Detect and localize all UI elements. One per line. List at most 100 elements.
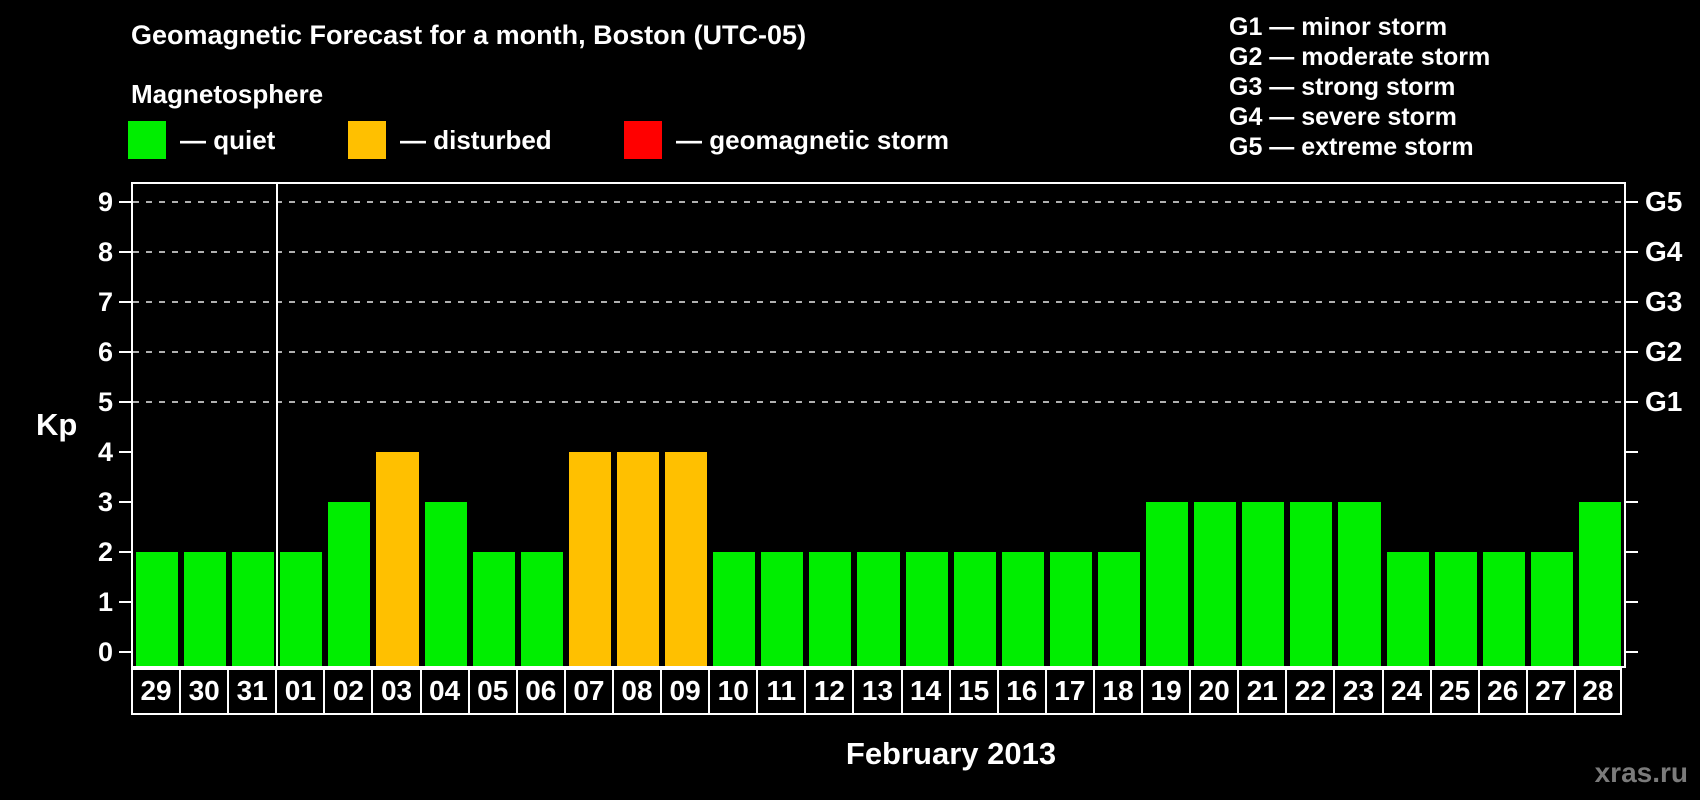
y-tick-right-1 <box>1626 601 1638 603</box>
legend-disturbed-label: — disturbed <box>400 125 552 155</box>
y-tick-right-6 <box>1626 351 1638 353</box>
day-box-10: 10 <box>708 668 759 715</box>
day-box-24: 24 <box>1381 668 1432 715</box>
kp-bar-day-11 <box>761 552 804 666</box>
gridline-kp-9 <box>133 201 1624 203</box>
gridline-kp-7 <box>133 301 1624 303</box>
kp-bar-day-04 <box>424 502 467 666</box>
watermark: xras.ru <box>1594 757 1688 788</box>
kp-bar-day-03 <box>376 452 419 666</box>
gridline-kp-5 <box>133 401 1624 403</box>
chart-title: Geomagnetic Forecast for a month, Boston… <box>131 20 807 50</box>
y-tick-label-6: 6 <box>97 337 113 367</box>
kp-bar-day-31 <box>232 552 275 666</box>
kp-bar-day-20 <box>1194 502 1237 666</box>
day-label-row: 29 30 31 01 02 03 04 05 06 07 08 09 10 11 12 13 14 15 16 17… <box>131 668 1626 715</box>
y-tick-label-5: 5 <box>97 387 113 417</box>
kp-bar-day-13 <box>857 552 900 666</box>
y-tick-left-0 <box>119 651 131 653</box>
day-box-14: 14 <box>900 668 951 715</box>
kp-bar-day-02 <box>328 502 371 666</box>
kp-bar-day-27 <box>1530 552 1573 666</box>
day-box-12: 12 <box>804 668 855 715</box>
day-box-31: 31 <box>227 668 278 715</box>
day-box-26: 26 <box>1477 668 1528 715</box>
storm-scale-line-g5: G5 — extreme storm <box>1229 133 1474 161</box>
g-axis-label-g3: G3 <box>1645 286 1683 317</box>
y-tick-left-7 <box>119 301 131 303</box>
y-tick-label-4: 4 <box>97 437 113 467</box>
day-box-28: 28 <box>1573 668 1622 715</box>
day-box-03: 03 <box>371 668 422 715</box>
gridline-kp-6 <box>133 351 1624 353</box>
kp-bar-day-23 <box>1338 502 1381 666</box>
month-separator-line <box>276 184 279 666</box>
y-tick-label-1: 1 <box>97 587 113 617</box>
g-axis-label-g5: G5 <box>1645 186 1683 217</box>
legend-disturbed-swatch <box>348 121 386 159</box>
kp-bar-day-28 <box>1578 502 1621 666</box>
gridline-kp-8 <box>133 251 1624 253</box>
y-tick-left-1 <box>119 601 131 603</box>
day-box-19: 19 <box>1141 668 1192 715</box>
x-axis-title: February 2013 <box>845 736 1057 771</box>
kp-bar-day-30 <box>184 552 227 666</box>
y-tick-left-9 <box>119 201 131 203</box>
y-tick-label-7: 7 <box>97 287 113 317</box>
day-box-01: 01 <box>275 668 326 715</box>
day-box-29: 29 <box>131 668 182 715</box>
kp-bar-day-05 <box>472 552 515 666</box>
day-box-07: 07 <box>563 668 614 715</box>
y-tick-label-0: 0 <box>97 637 113 667</box>
kp-bar-day-12 <box>809 552 852 666</box>
y-tick-right-9 <box>1626 201 1638 203</box>
y-tick-left-3 <box>119 501 131 503</box>
y-tick-right-2 <box>1626 551 1638 553</box>
kp-bar-day-29 <box>136 552 179 666</box>
day-box-11: 11 <box>756 668 807 715</box>
y-tick-left-5 <box>119 401 131 403</box>
y-tick-label-3: 3 <box>97 487 113 517</box>
kp-bar-day-08 <box>616 452 660 666</box>
y-tick-right-0 <box>1626 651 1638 653</box>
legend-quiet-label: — quiet <box>180 125 276 155</box>
y-tick-right-4 <box>1626 451 1638 453</box>
kp-bar-day-19 <box>1146 502 1189 666</box>
storm-scale-line-g1: G1 — minor storm <box>1229 13 1448 41</box>
day-box-21: 21 <box>1237 668 1288 715</box>
day-box-22: 22 <box>1285 668 1336 715</box>
magnetosphere-label: Magnetosphere <box>131 79 324 109</box>
day-box-15: 15 <box>948 668 999 715</box>
kp-bar-day-25 <box>1434 552 1477 666</box>
kp-bar-day-14 <box>905 552 948 666</box>
y-tick-right-3 <box>1626 501 1638 503</box>
day-box-08: 08 <box>611 668 663 715</box>
y-tick-right-7 <box>1626 301 1638 303</box>
legend-storm-label: — geomagnetic storm <box>676 125 950 155</box>
kp-bar-day-22 <box>1290 502 1333 666</box>
y-tick-right-8 <box>1626 251 1638 253</box>
y-tick-label-9: 9 <box>97 187 113 217</box>
kp-bar-day-18 <box>1097 552 1141 666</box>
legend-item-disturbed: — disturbed <box>348 120 648 160</box>
day-box-16: 16 <box>996 668 1047 715</box>
day-box-20: 20 <box>1189 668 1240 715</box>
y-tick-label-2: 2 <box>97 537 113 567</box>
legend-quiet-swatch <box>128 121 166 159</box>
y-tick-right-5 <box>1626 401 1638 403</box>
status-legend: — quiet — disturbed — geomagnetic storm <box>0 120 1100 160</box>
day-box-05: 05 <box>467 668 518 715</box>
day-box-25: 25 <box>1429 668 1480 715</box>
kp-bar-day-07 <box>568 452 611 666</box>
day-box-23: 23 <box>1333 668 1384 715</box>
kp-bar-day-09 <box>665 452 708 666</box>
storm-scale-line-g2: G2 — moderate storm <box>1229 43 1491 71</box>
day-box-18: 18 <box>1092 668 1144 715</box>
day-box-17: 17 <box>1044 668 1095 715</box>
y-tick-left-6 <box>119 351 131 353</box>
day-box-13: 13 <box>852 668 903 715</box>
y-tick-left-8 <box>119 251 131 253</box>
y-axis-title: Kp <box>36 407 78 442</box>
storm-scale-line-g3: G3 — strong storm <box>1229 73 1456 101</box>
